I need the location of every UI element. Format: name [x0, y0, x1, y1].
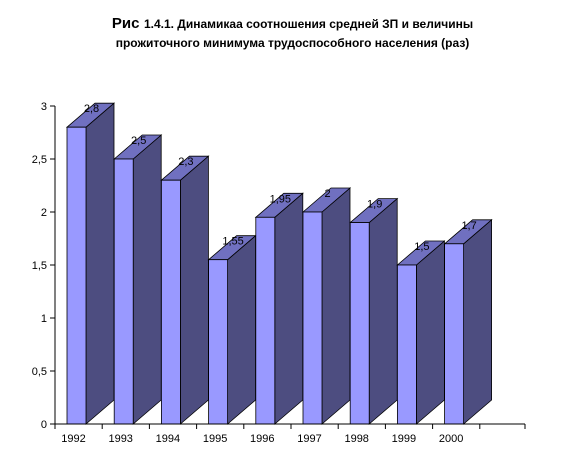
bar-front — [349, 222, 370, 425]
bar-front — [444, 243, 465, 425]
bar-front — [396, 264, 417, 425]
data-label-1993: 2,5 — [131, 135, 146, 147]
bar-front — [302, 211, 323, 425]
x-tick-label: 1997 — [297, 433, 321, 445]
chart-title: Рис 1.4.1. Динамикаа соотношения средней… — [0, 14, 585, 53]
x-tick-label: 1992 — [61, 433, 85, 445]
x-tick-label: 1993 — [108, 433, 132, 445]
bar-front — [66, 126, 87, 425]
y-tick-label: 3 — [41, 101, 47, 113]
bar-2000 — [443, 218, 493, 425]
bar-1997 — [301, 187, 352, 425]
bar-side — [227, 234, 257, 425]
bar-side — [368, 197, 398, 425]
bar-side — [321, 187, 351, 425]
data-label-2000: 1,7 — [461, 220, 476, 232]
y-tick-label: 1 — [41, 313, 47, 325]
data-label-1999: 1,5 — [414, 241, 429, 253]
y-tick-label: 0 — [41, 419, 47, 431]
bar-side — [179, 155, 209, 425]
plot-area: 2,8 1992 2,5 1993 2,3 1994 1,55 1995 1,95 1996 2 19… — [32, 101, 526, 445]
bar-side — [463, 218, 493, 425]
bar-1999 — [396, 240, 446, 425]
x-tick-label: 2000 — [439, 433, 463, 445]
bar-front — [160, 179, 181, 425]
data-label-1994: 2,3 — [178, 156, 193, 168]
bar-1993 — [113, 134, 163, 425]
data-label-1997: 2 — [324, 188, 330, 200]
y-tick-label: 2,5 — [32, 154, 47, 166]
chart-title-line1: 1.4.1. Динамикаа соотношения средней ЗП … — [143, 17, 474, 31]
y-tick-label: 2 — [41, 207, 47, 219]
y-tick-label: 0,5 — [32, 366, 47, 378]
data-label-1995: 1,55 — [222, 236, 243, 248]
bar-1996 — [254, 192, 304, 425]
y-tick-label: 1,5 — [32, 260, 47, 272]
bar-side — [85, 102, 115, 425]
x-tick-label: 1994 — [156, 433, 180, 445]
bar-front — [113, 158, 134, 425]
bar-side — [274, 192, 304, 425]
bar-front — [208, 259, 229, 425]
data-label-1998: 1,9 — [367, 199, 382, 211]
bar-side — [415, 240, 445, 425]
bar-side — [132, 134, 162, 425]
x-tick-label: 1998 — [344, 433, 368, 445]
chart-title-line2: прожиточного минимума трудоспособного на… — [115, 36, 470, 50]
data-label-1996: 1,95 — [270, 193, 291, 205]
x-tick-label: 1995 — [203, 433, 227, 445]
bar-1994 — [160, 155, 210, 425]
bar-1995 — [207, 234, 257, 425]
x-tick-label: 1999 — [392, 433, 416, 445]
x-tick-label: 1996 — [250, 433, 274, 445]
bar-front — [255, 216, 276, 425]
data-label-1992: 2,8 — [84, 103, 99, 115]
chart-title-prefix: Рис — [111, 15, 140, 32]
bar-1992 — [65, 102, 116, 425]
bar-1998 — [349, 197, 399, 425]
